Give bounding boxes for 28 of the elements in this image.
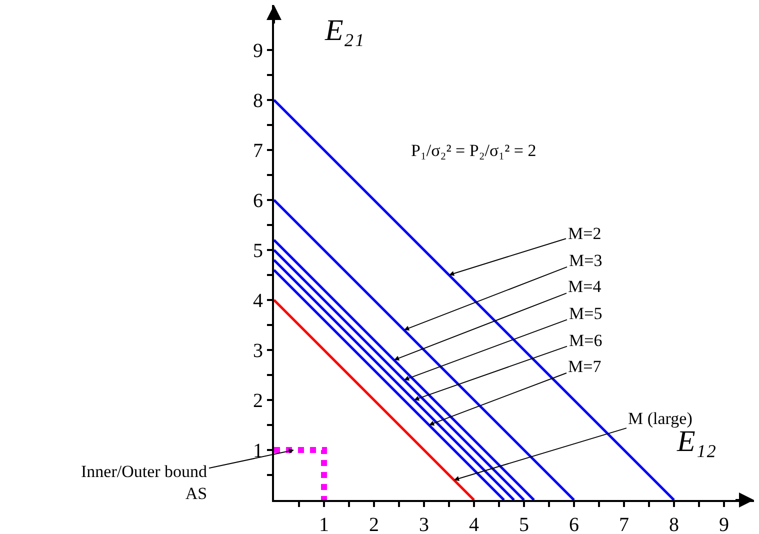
annotation: Inner/Outer bound AS: [81, 462, 208, 504]
y-tick-label: 2: [253, 390, 263, 412]
x-tick-label: 7: [619, 514, 629, 534]
x-tick-label: 9: [719, 514, 729, 534]
annotation: M=5: [569, 304, 602, 323]
x-tick-label: 5: [519, 514, 529, 534]
x-tick-label: 4: [469, 514, 479, 534]
x-tick-label: 2: [369, 514, 379, 534]
y-tick-label: 9: [253, 40, 263, 62]
annotation: P₁/σ₂² = P₂/σ₁² = 2: [411, 141, 536, 160]
x-tick-label: 8: [669, 514, 679, 534]
annotation: M=7: [568, 357, 602, 376]
annotation: M=3: [569, 251, 602, 270]
annotation: M=4: [568, 277, 602, 296]
y-tick-label: 1: [253, 440, 263, 462]
y-axis-title: E₂₁: [324, 14, 364, 47]
y-tick-label: 7: [253, 140, 263, 162]
annotation: M (large): [628, 409, 692, 428]
y-tick-label: 4: [253, 290, 263, 312]
x-tick-label: 3: [419, 514, 429, 534]
annotation: M=6: [569, 331, 602, 350]
y-tick-label: 8: [253, 90, 263, 112]
x-tick-label: 6: [569, 514, 579, 534]
annotation: M=2: [568, 224, 602, 243]
x-tick-label: 1: [319, 514, 329, 534]
y-tick-label: 3: [253, 340, 263, 362]
y-tick-label: 6: [253, 190, 263, 212]
y-tick-label: 5: [253, 240, 263, 262]
